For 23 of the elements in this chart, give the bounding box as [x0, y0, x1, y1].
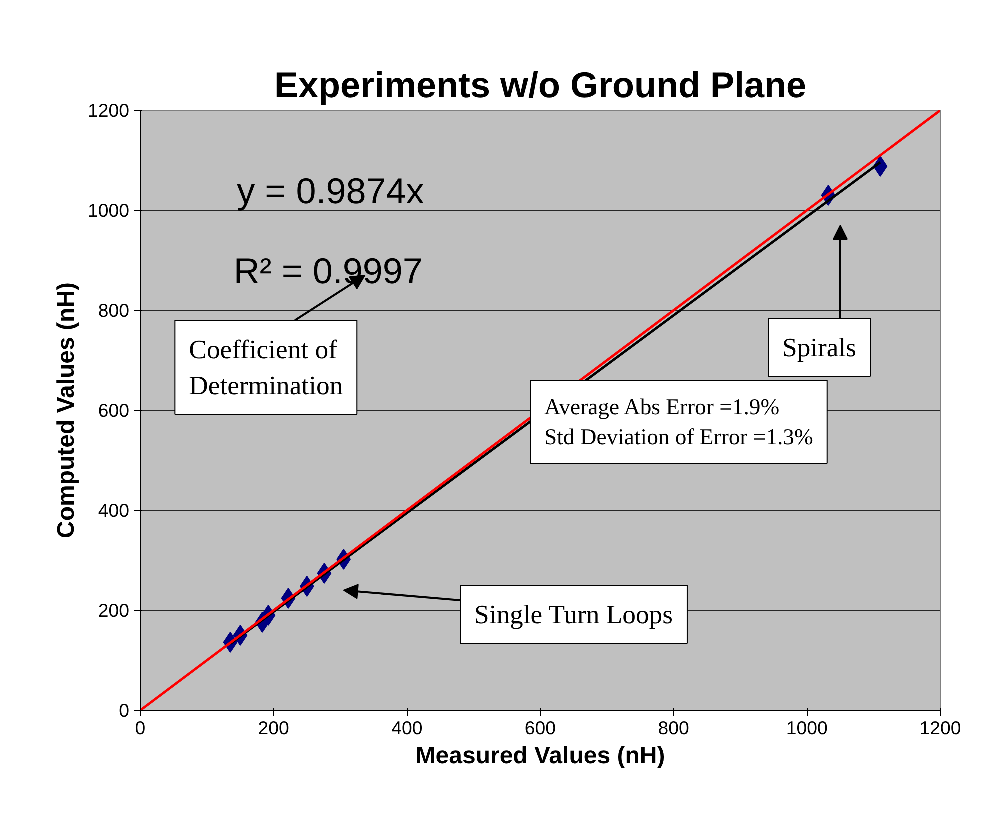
- annotation: y = 0.9874x: [237, 170, 424, 212]
- y-axis-title: Computed Values (nH): [52, 282, 80, 539]
- y-tick-label: 800: [98, 300, 130, 321]
- annotation: Coefficient of Determination: [189, 334, 344, 400]
- y-tick-label: 600: [98, 400, 130, 421]
- x-tick-label: 600: [524, 718, 556, 738]
- x-tick-label: 1200: [920, 718, 962, 738]
- annotation: R² = 0.9997: [234, 250, 423, 292]
- x-tick-label: 0: [135, 718, 146, 738]
- y-tick-label: 200: [98, 600, 130, 621]
- x-tick-label: 400: [392, 718, 423, 738]
- annotation: Single Turn Loops: [474, 600, 673, 630]
- y-tick-label: 400: [98, 500, 130, 521]
- x-axis-title: Measured Values (nH): [416, 742, 666, 770]
- x-tick-label: 200: [258, 718, 290, 738]
- x-tick-label: 1000: [786, 718, 828, 738]
- x-tick-label: 800: [658, 718, 690, 738]
- y-tick-label: 0: [119, 700, 130, 721]
- y-tick-label: 1000: [88, 200, 130, 221]
- annotation: Average Abs Error =1.9% Std Deviation of Error =1.3%: [544, 394, 814, 450]
- chart-title: Experiments w/o Ground Plane: [274, 64, 807, 106]
- annotation: Spirals: [782, 332, 857, 362]
- y-tick-label: 1200: [88, 100, 130, 121]
